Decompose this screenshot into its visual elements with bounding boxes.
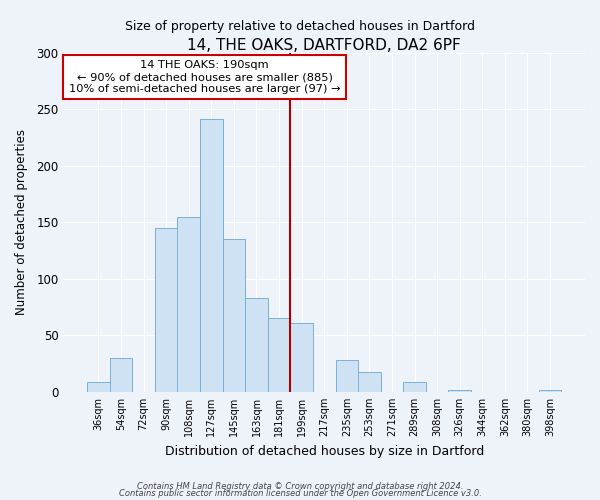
Bar <box>358 372 380 392</box>
Bar <box>335 360 358 392</box>
Text: Size of property relative to detached houses in Dartford: Size of property relative to detached ho… <box>125 20 475 33</box>
Bar <box>223 239 245 392</box>
Bar <box>200 120 223 392</box>
Bar <box>539 390 561 392</box>
X-axis label: Distribution of detached houses by size in Dartford: Distribution of detached houses by size … <box>164 444 484 458</box>
Bar <box>268 318 290 392</box>
Bar <box>110 358 133 392</box>
Bar <box>290 323 313 392</box>
Bar <box>448 390 471 392</box>
Text: Contains HM Land Registry data © Crown copyright and database right 2024.: Contains HM Land Registry data © Crown c… <box>137 482 463 491</box>
Bar <box>245 298 268 392</box>
Y-axis label: Number of detached properties: Number of detached properties <box>15 129 28 315</box>
Bar <box>155 228 178 392</box>
Bar <box>178 216 200 392</box>
Bar <box>87 382 110 392</box>
Bar <box>403 382 426 392</box>
Text: Contains public sector information licensed under the Open Government Licence v3: Contains public sector information licen… <box>119 490 481 498</box>
Title: 14, THE OAKS, DARTFORD, DA2 6PF: 14, THE OAKS, DARTFORD, DA2 6PF <box>187 38 461 52</box>
Text: 14 THE OAKS: 190sqm
← 90% of detached houses are smaller (885)
10% of semi-detac: 14 THE OAKS: 190sqm ← 90% of detached ho… <box>69 60 340 94</box>
